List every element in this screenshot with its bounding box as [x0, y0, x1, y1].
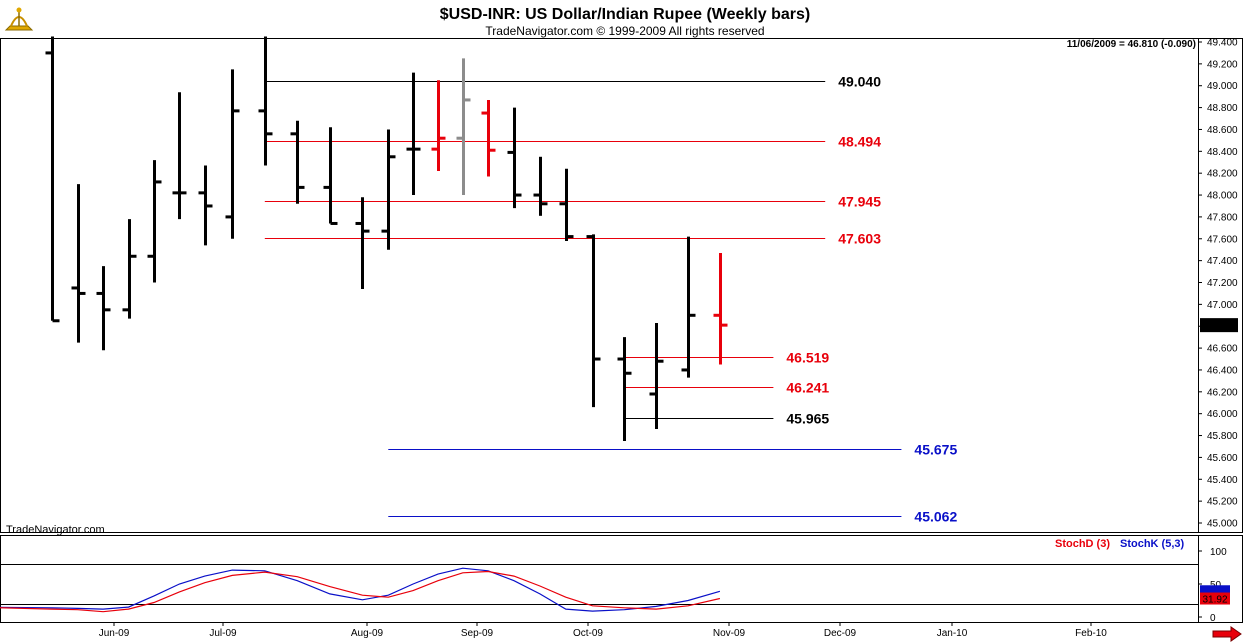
- ohlc-bar: [355, 197, 370, 290]
- price-tick-label: 49.200: [1207, 59, 1238, 70]
- ohlc-bar: [481, 99, 496, 177]
- ohlc-bar: [617, 337, 632, 442]
- stochd-badge: [1200, 592, 1230, 605]
- price-tick-label: 47.200: [1207, 278, 1238, 289]
- price-tick-label: 46.600: [1207, 344, 1238, 355]
- price-tick-label: 48.800: [1207, 103, 1238, 114]
- ohlc-bar: [713, 252, 728, 365]
- ohlc-bar: [172, 92, 187, 220]
- price-tick-label: 47.400: [1207, 256, 1238, 267]
- ohlc-bar: [431, 80, 446, 171]
- level-label: 46.519: [786, 350, 829, 366]
- level-label: 45.062: [914, 509, 957, 525]
- ohlc-bar: [71, 184, 86, 343]
- price-axis-frame: [1198, 38, 1243, 533]
- stoch-panel-frame: [0, 535, 1199, 623]
- price-tick-label: 46.200: [1207, 387, 1238, 398]
- stoch-tick-label: 0: [1210, 613, 1216, 624]
- price-axis: 49.400 49.200 49.000 48.800 48.600 48.400 48.2…: [1198, 38, 1238, 530]
- level-label: 45.965: [786, 411, 829, 427]
- chart-title: $USD-INR: US Dollar/Indian Rupee (Weekly…: [440, 6, 810, 23]
- stoch-lines: [0, 564, 1198, 613]
- month-label: Nov-09: [713, 628, 746, 639]
- level-label: 47.603: [838, 231, 881, 247]
- chart-subtitle: TradeNavigator.com © 1999-2009 All right…: [485, 24, 764, 38]
- month-label: Jul-09: [209, 628, 237, 639]
- price-tick-label: 45.800: [1207, 431, 1238, 442]
- stochd-badge-label: 31.92: [1202, 595, 1227, 606]
- legend-stochk: StochK (5,3): [1120, 538, 1185, 550]
- ohlc-bar: [649, 322, 664, 429]
- price-tick-label: 45.000: [1207, 519, 1238, 530]
- month-label: Jun-09: [99, 628, 130, 639]
- stoch-axis: 10050031.92: [1198, 547, 1230, 624]
- ohlc-bar: [225, 69, 240, 239]
- ohlc-bar: [290, 120, 305, 204]
- month-label: Aug-09: [351, 628, 384, 639]
- ohlc-bar: [533, 156, 548, 216]
- level-label: 48.494: [838, 134, 881, 150]
- price-tick-label: 46.400: [1207, 365, 1238, 376]
- month-label: Sep-09: [461, 628, 494, 639]
- price-tick-label: 48.200: [1207, 169, 1238, 180]
- last-quote-info: 11/06/2009 = 46.810 (-0.090): [1067, 39, 1196, 50]
- stoch-axis-frame: [1198, 535, 1243, 623]
- price-tick-label: 45.600: [1207, 453, 1238, 464]
- stoch-series-line: [0, 567, 721, 612]
- price-tick-label: 47.800: [1207, 212, 1238, 223]
- level-label: 45.675: [914, 442, 957, 458]
- price-tick-label: 48.000: [1207, 191, 1238, 202]
- price-tick-label: 45.200: [1207, 497, 1238, 508]
- ohlc-bar: [147, 160, 162, 283]
- price-levels: 49.040 48.494 47.945 47.603 46.519 46.241 45.9…: [264, 74, 957, 525]
- scroll-right-arrow-icon[interactable]: [1212, 626, 1242, 642]
- last-price-badge: 46.810: [1200, 318, 1238, 333]
- ohlc-bar: [258, 36, 273, 166]
- stoch-tick-label: 100: [1210, 547, 1227, 558]
- price-tick-label: 47.000: [1207, 300, 1238, 311]
- price-tick-label: 47.600: [1207, 234, 1238, 245]
- legend-stochd: StochD (3): [1055, 538, 1110, 550]
- price-tick-label: 48.600: [1207, 125, 1238, 136]
- price-tick-label: 46.000: [1207, 409, 1238, 420]
- level-label: 46.241: [786, 380, 829, 396]
- ohlc-bar: [122, 219, 137, 319]
- price-bars: [45, 36, 728, 442]
- ohlc-bar: [456, 58, 471, 196]
- last-price-label: 46.810: [1204, 321, 1235, 332]
- level-label: 47.945: [838, 194, 881, 210]
- month-axis: Jun-09 Jul-09 Aug-09 Sep-09 Oct-09 Nov-09 Dec-…: [99, 622, 1107, 639]
- month-label: Oct-09: [573, 628, 603, 639]
- ohlc-bar: [323, 127, 338, 225]
- price-tick-label: 49.400: [1207, 38, 1238, 49]
- price-tick-label: 48.400: [1207, 147, 1238, 158]
- month-label: Jan-10: [937, 628, 968, 639]
- ohlc-bar: [198, 165, 213, 246]
- ohlc-bar: [381, 129, 396, 250]
- price-tick-label: 45.400: [1207, 475, 1238, 486]
- watermark: TradeNavigator.com: [6, 524, 105, 536]
- ohlc-bar: [406, 72, 421, 196]
- month-label: Feb-10: [1075, 628, 1107, 639]
- ohlc-bar: [96, 266, 111, 351]
- ohlc-bar: [559, 168, 574, 241]
- price-tick-label: 49.000: [1207, 81, 1238, 92]
- ohlc-bar: [507, 107, 522, 209]
- trade-navigator-logo-icon[interactable]: [4, 7, 34, 31]
- ohlc-bar: [586, 234, 601, 408]
- ohlc-bar: [45, 36, 60, 323]
- ohlc-bar: [681, 236, 696, 378]
- stoch-series-line: [0, 570, 721, 613]
- level-label: 49.040: [838, 74, 881, 90]
- month-label: Dec-09: [824, 628, 857, 639]
